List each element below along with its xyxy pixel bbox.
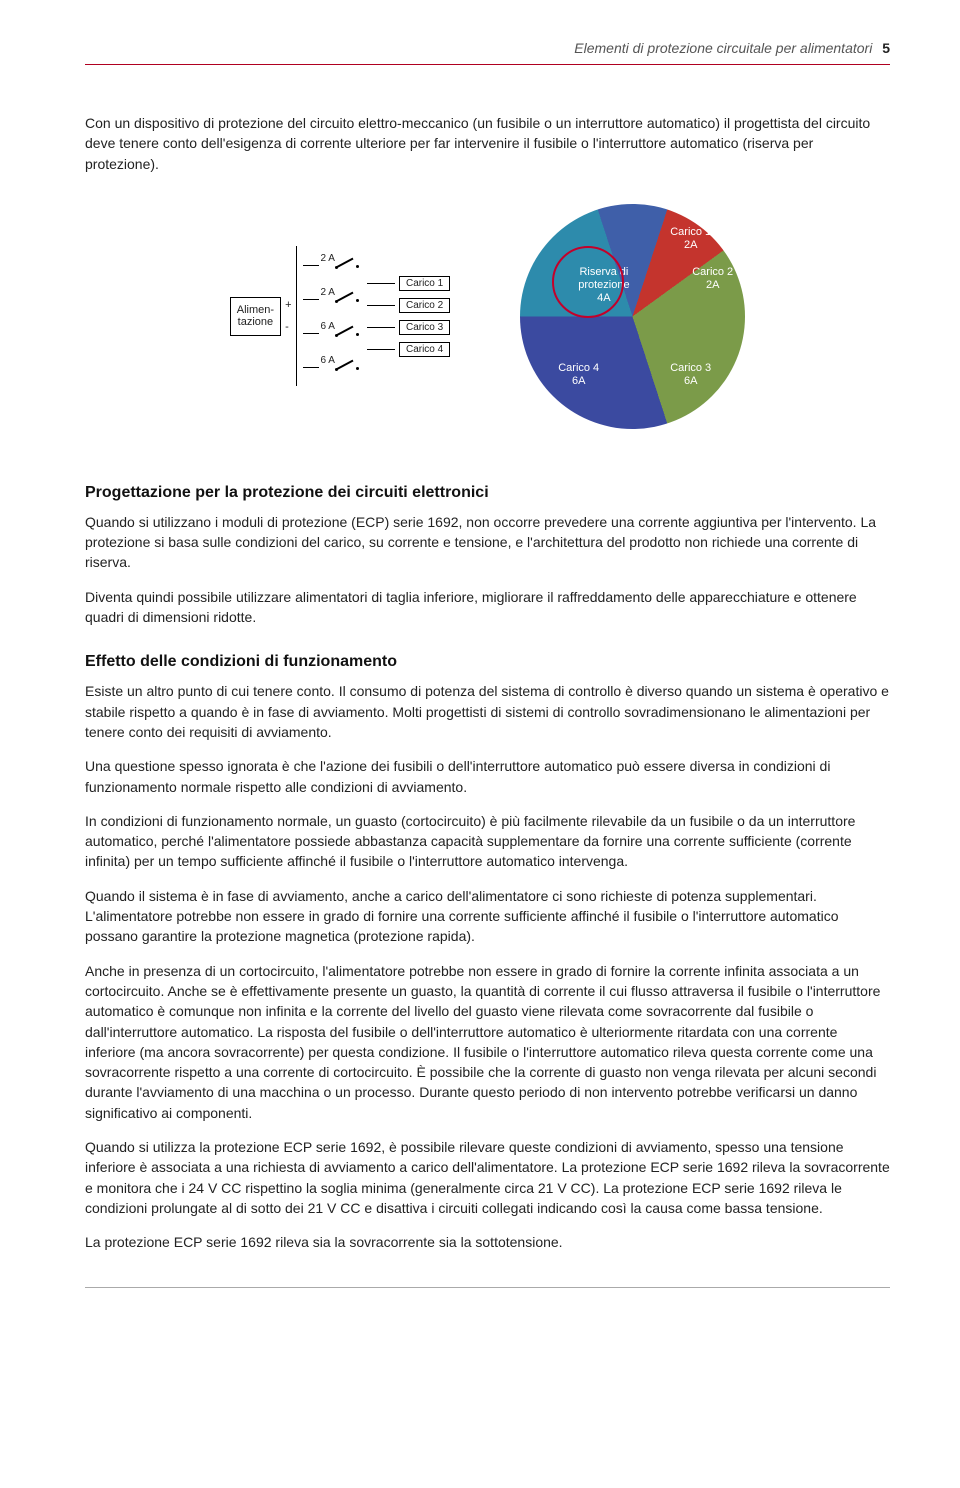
amp-label: 6 A xyxy=(321,321,335,332)
section-title-2: Effetto delle condizioni di funzionament… xyxy=(85,653,890,671)
load-row: Carico 4 xyxy=(367,342,450,357)
amp-label: 2 A xyxy=(321,287,335,298)
circuit-diagram: Alimen- tazione + - 2 A 2 A 6 A 6 A Carico … xyxy=(230,246,450,386)
pie-slice-label: Carico 3 6A xyxy=(670,362,711,388)
source-terminals: + - xyxy=(285,299,291,333)
section1-p2: Diventa quindi possibile utilizzare alim… xyxy=(85,587,890,628)
running-title: Elementi di protezione circuitale per al… xyxy=(574,40,872,56)
load-row: Carico 3 xyxy=(367,320,450,335)
figure-row: Alimen- tazione + - 2 A 2 A 6 A 6 A Carico … xyxy=(85,204,890,429)
pie-slice-label: Carico 4 6A xyxy=(558,362,599,388)
load-box: Carico 2 xyxy=(399,298,450,313)
footer-rule xyxy=(85,1287,890,1288)
pie-slice-label: Carico 1 2A xyxy=(670,226,711,252)
header-rule xyxy=(85,64,890,65)
switch-row: 2 A xyxy=(303,287,359,312)
section1-p1: Quando si utilizzano i moduli di protezi… xyxy=(85,512,890,573)
page-number: 5 xyxy=(882,40,890,56)
section-title-1: Progettazione per la protezione dei circ… xyxy=(85,484,890,502)
load-column: Carico 1 Carico 2 Carico 3 Carico 4 xyxy=(367,276,450,357)
load-row: Carico 1 xyxy=(367,276,450,291)
switch-icon xyxy=(337,360,359,374)
amp-label: 6 A xyxy=(321,355,335,366)
section2-p1: Esiste un altro punto di cui tenere cont… xyxy=(85,681,890,742)
load-row: Carico 2 xyxy=(367,298,450,313)
section2-p2: Una questione spesso ignorata è che l'az… xyxy=(85,756,890,797)
source-label: Alimen- tazione xyxy=(237,304,274,329)
section2-p7: La protezione ECP serie 1692 rileva sia … xyxy=(85,1232,890,1252)
document-page: Elementi di protezione circuitale per al… xyxy=(0,0,960,1338)
section2-p3: In condizioni di funzionamento normale, … xyxy=(85,811,890,872)
intro-paragraph: Con un dispositivo di protezione del cir… xyxy=(85,113,890,174)
switch-row: 6 A xyxy=(303,355,359,380)
load-box: Carico 1 xyxy=(399,276,450,291)
switch-icon xyxy=(337,326,359,340)
switch-icon xyxy=(337,292,359,306)
pie-slice-label: Carico 2 2A xyxy=(692,266,733,292)
minus-terminal: - xyxy=(285,321,291,333)
switch-column: 2 A 2 A 6 A 6 A xyxy=(303,253,359,380)
plus-terminal: + xyxy=(285,299,291,311)
load-box: Carico 3 xyxy=(399,320,450,335)
source-box: Alimen- tazione xyxy=(230,297,281,336)
load-box: Carico 4 xyxy=(399,342,450,357)
bus-line xyxy=(296,246,297,386)
section2-p4: Quando il sistema è in fase di avviament… xyxy=(85,886,890,947)
pie-chart: Riserva di protezione 4ACarico 1 2ACaric… xyxy=(520,204,745,429)
amp-label: 2 A xyxy=(321,253,335,264)
switch-row: 6 A xyxy=(303,321,359,346)
pie-disc xyxy=(520,204,745,429)
section2-p5: Anche in presenza di un cortocircuito, l… xyxy=(85,961,890,1123)
reserve-highlight-ring xyxy=(552,246,624,318)
section2-p6: Quando si utilizza la protezione ECP ser… xyxy=(85,1137,890,1218)
switch-row: 2 A xyxy=(303,253,359,278)
switch-icon xyxy=(337,258,359,272)
running-header: Elementi di protezione circuitale per al… xyxy=(85,40,890,56)
